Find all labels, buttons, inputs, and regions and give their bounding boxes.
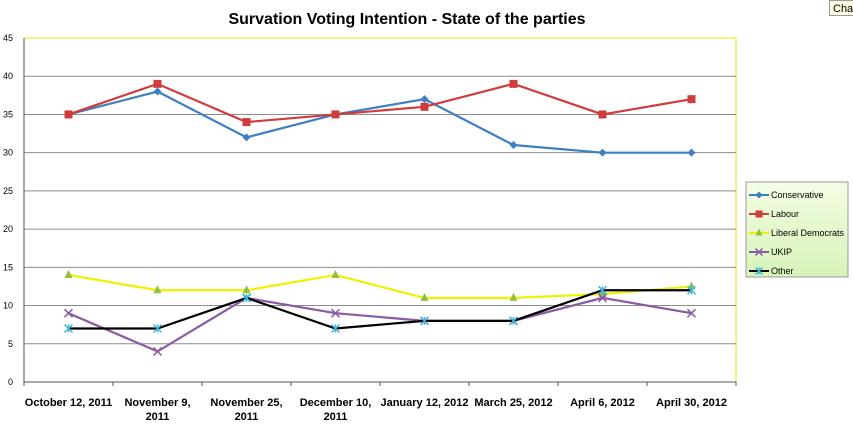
data-point bbox=[153, 79, 162, 88]
y-tick-label: 45 bbox=[3, 33, 13, 43]
legend bbox=[745, 181, 849, 278]
data-point bbox=[242, 285, 251, 294]
chart-title: Survation Voting Intention - State of th… bbox=[228, 11, 585, 28]
data-point bbox=[64, 110, 73, 119]
data-point bbox=[152, 323, 163, 334]
series-conservative bbox=[64, 87, 696, 157]
legend-marker bbox=[755, 191, 763, 199]
data-point bbox=[509, 141, 518, 150]
data-point bbox=[63, 308, 74, 318]
data-point bbox=[509, 292, 518, 301]
series-line bbox=[68, 296, 692, 353]
data-point bbox=[597, 285, 608, 295]
x-tick-label: November 9, 2011 bbox=[124, 397, 190, 423]
data-point bbox=[598, 148, 607, 157]
y-tick-label: 0 bbox=[8, 377, 13, 387]
legend-label: UKIP bbox=[771, 247, 792, 257]
y-tick-label: 5 bbox=[8, 339, 13, 349]
y-tick-label: 40 bbox=[3, 71, 13, 81]
data-point bbox=[687, 148, 696, 157]
series-line bbox=[68, 90, 692, 154]
y-tick-label: 25 bbox=[3, 186, 13, 196]
x-tick-label: October 12, 2011 bbox=[25, 397, 112, 409]
data-point bbox=[420, 95, 429, 104]
y-tick-label: 20 bbox=[3, 224, 13, 234]
data-point bbox=[597, 293, 608, 303]
series-labour bbox=[64, 79, 696, 127]
data-point bbox=[242, 133, 251, 142]
legend-item: Other bbox=[749, 266, 794, 276]
legend-label: Conservative bbox=[771, 190, 824, 200]
x-tick-label: April 6, 2012 bbox=[570, 397, 635, 409]
legend-item: UKIP bbox=[749, 247, 792, 257]
x-tick-label: December 10, 2011 bbox=[300, 397, 372, 423]
legend-label: Labour bbox=[771, 209, 799, 219]
data-point bbox=[331, 110, 340, 119]
data-point bbox=[153, 87, 162, 96]
data-point bbox=[508, 316, 519, 326]
legend-marker bbox=[754, 247, 764, 257]
legend-item: Labour bbox=[749, 209, 799, 219]
y-tick-label: 10 bbox=[3, 301, 13, 311]
plot-area bbox=[23, 37, 737, 383]
data-point bbox=[509, 79, 518, 88]
data-point bbox=[331, 269, 340, 278]
data-point bbox=[152, 346, 163, 356]
x-tick-label: January 12, 2012 bbox=[380, 397, 468, 409]
legend-item: Liberal Democrats bbox=[749, 228, 845, 238]
x-tick-label: March 25, 2012 bbox=[474, 397, 552, 409]
data-point bbox=[153, 285, 162, 294]
legend-item: Conservative bbox=[749, 190, 824, 200]
x-tick-label: April 30, 2012 bbox=[656, 397, 727, 409]
series-line bbox=[68, 82, 692, 124]
data-point bbox=[420, 102, 429, 111]
data-point bbox=[598, 110, 607, 119]
legend-label: Liberal Democrats bbox=[771, 228, 845, 238]
x-tick-label: November 25, 2011 bbox=[210, 397, 282, 423]
data-point bbox=[420, 292, 429, 301]
y-tick-label: 35 bbox=[3, 109, 13, 119]
y-tick-label: 30 bbox=[3, 148, 13, 158]
data-point bbox=[330, 308, 341, 318]
series-line bbox=[68, 289, 692, 330]
data-point bbox=[241, 293, 252, 303]
data-point bbox=[63, 323, 74, 334]
data-point bbox=[686, 308, 697, 318]
legend-marker bbox=[755, 228, 763, 236]
data-point bbox=[330, 323, 341, 334]
data-point bbox=[687, 95, 696, 104]
legend-label: Other bbox=[771, 266, 794, 276]
data-point bbox=[686, 285, 697, 295]
data-point bbox=[419, 316, 430, 326]
data-point bbox=[64, 269, 73, 278]
legend-marker bbox=[754, 266, 764, 276]
y-tick-label: 15 bbox=[3, 262, 13, 272]
series-other bbox=[63, 285, 697, 334]
chart-tab[interactable]: Cha bbox=[829, 0, 853, 16]
legend-marker bbox=[755, 210, 763, 218]
data-point bbox=[242, 118, 251, 127]
